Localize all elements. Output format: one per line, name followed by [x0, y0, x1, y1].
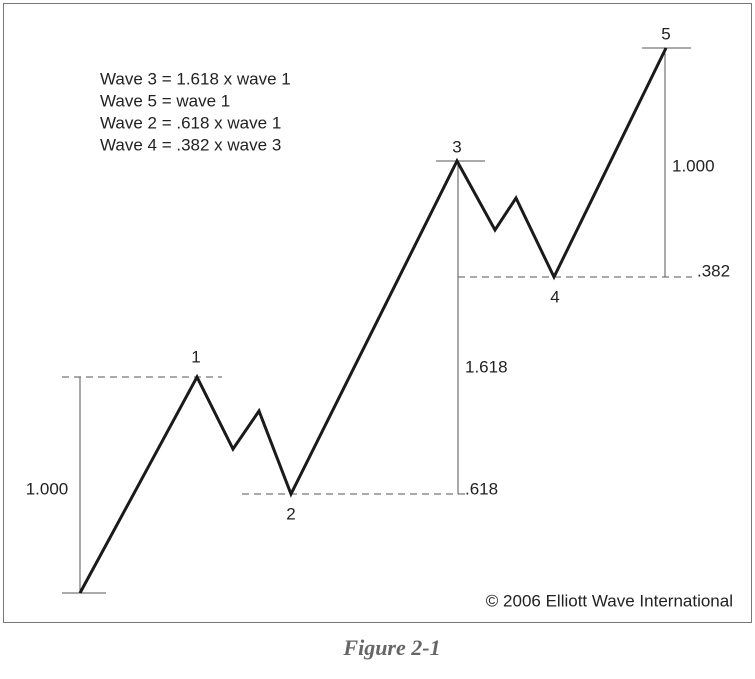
ratio-label: .618: [465, 479, 498, 498]
note: Wave 4 = .382 x wave 3: [100, 135, 281, 154]
wave-path: [78, 47, 668, 594]
caption: Figure 2-1: [342, 635, 440, 660]
copyright: © 2006 Elliott Wave International: [486, 591, 733, 610]
wave-label: 5: [661, 24, 670, 43]
ratio-label: 1.000: [672, 156, 715, 175]
ratio-label: .382: [697, 261, 730, 280]
guides: [62, 47, 692, 594]
note: Wave 5 = wave 1: [100, 91, 230, 110]
wave-label: 4: [550, 287, 559, 306]
wave-label: 2: [286, 504, 295, 523]
ratio-label: 1.618: [465, 357, 508, 376]
note: Wave 3 = 1.618 x wave 1: [100, 69, 291, 88]
frame: [3, 3, 752, 623]
note: Wave 2 = .618 x wave 1: [100, 113, 281, 132]
wave-label: 1: [191, 347, 200, 366]
wave-label: 3: [452, 137, 461, 156]
ratio-label: 1.000: [26, 479, 69, 498]
